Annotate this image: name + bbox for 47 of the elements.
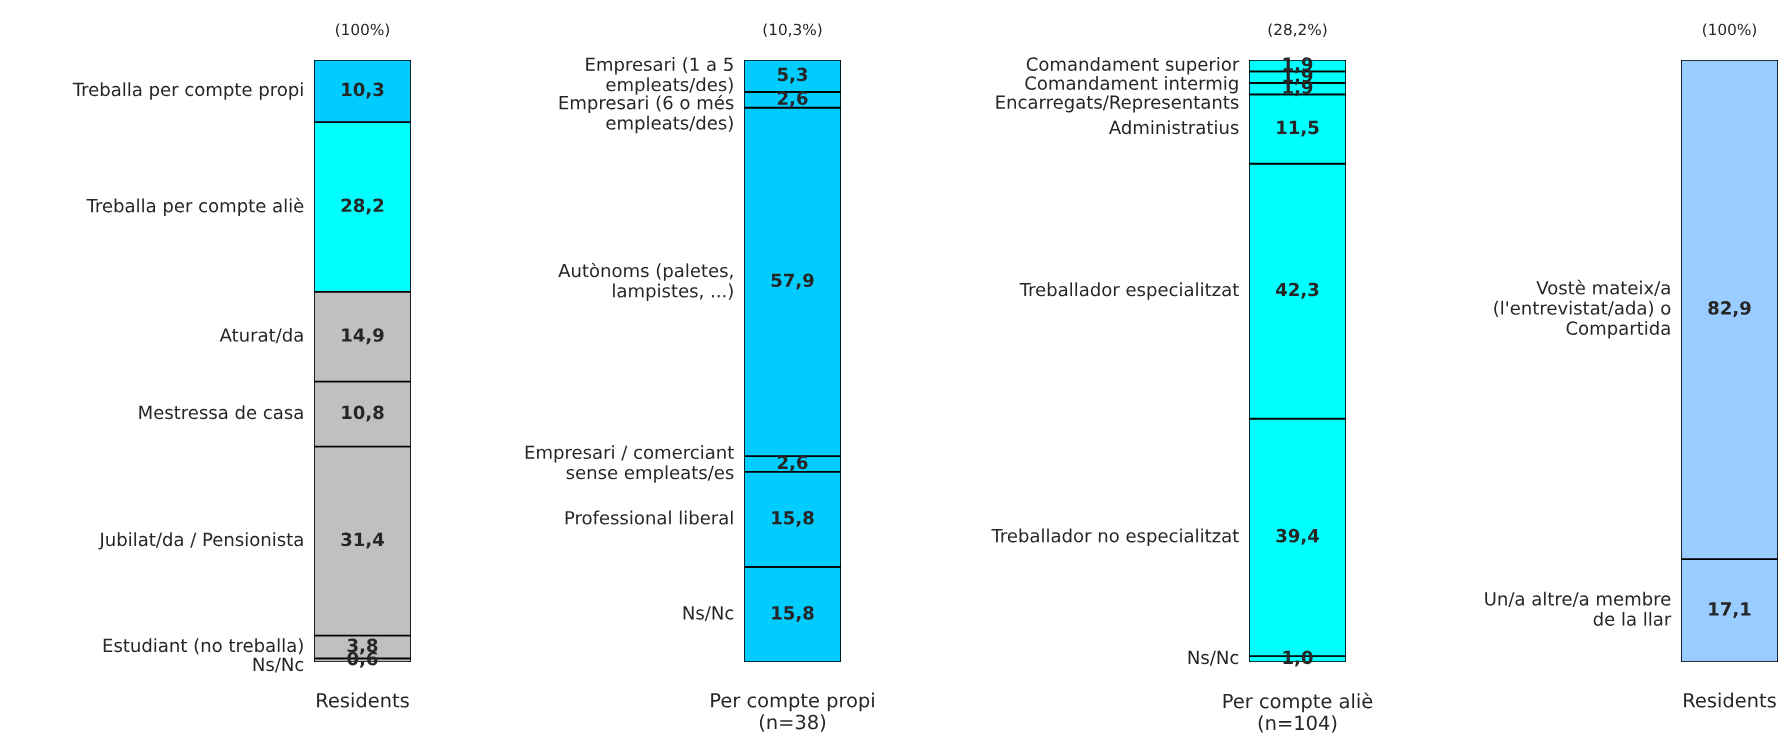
data-label: 15,8	[772, 606, 814, 622]
series-label: Treballa per compte aliè	[86, 197, 304, 216]
data-label: 10,3	[342, 82, 384, 99]
series-label: Administratius	[1108, 120, 1239, 135]
series-label: Empresari / comerciant sense empleats/es	[525, 445, 734, 483]
series-label: Comandament superior	[1026, 56, 1240, 75]
series-label: Ns/Nc	[1188, 650, 1239, 666]
data-label: 17,1	[1709, 602, 1751, 619]
series-label: Ns/Nc	[683, 606, 734, 622]
series-label: Professional liberal	[565, 510, 733, 525]
chart-title: (100%)	[336, 23, 389, 38]
data-label: 15,8	[772, 510, 814, 527]
series-label: Comandament intermig	[1025, 75, 1238, 94]
series-label: Empresari (1 a 5 empleats/des)	[586, 57, 733, 95]
data-label: 39,4	[1276, 528, 1319, 545]
series-label: Aturat/da	[219, 327, 303, 344]
data-label: 82,9	[1708, 301, 1751, 318]
series-label: Treballador no especialitzat	[991, 528, 1239, 546]
x-tick-label: Per compte propi (n=38)	[711, 692, 874, 732]
data-label: 1,0	[1283, 650, 1313, 667]
series-label: Vostè mateix/a (l'entrevistat/ada) o Compartida	[1494, 279, 1671, 339]
data-label: 28,2	[341, 198, 384, 215]
chart-title: (100%)	[1703, 23, 1756, 38]
x-tick-label: Residents	[317, 692, 409, 708]
data-label: 2,6	[777, 91, 808, 108]
series-label: Jubilat/da / Pensionista	[98, 532, 303, 550]
data-label: 2,6	[777, 455, 808, 472]
series-label: Autònoms (paletes, lampistes, ...)	[558, 262, 733, 302]
series-label: Un/a altre/a membre de la llar	[1485, 591, 1672, 626]
series-label: Empresari (6 o més empleats/des)	[559, 94, 734, 134]
x-tick-label: Per compte aliè (n=104)	[1223, 692, 1373, 733]
series-label: Encarregats/Representants	[996, 95, 1239, 113]
data-label: 42,3	[1276, 282, 1319, 299]
series-label: Ns/Nc	[253, 657, 304, 673]
data-label: 10,8	[342, 405, 384, 422]
data-label: 57,9	[771, 273, 814, 290]
series-label: Treballador especialitzat	[1019, 282, 1239, 300]
data-label: 31,4	[341, 532, 384, 549]
series-label: Treballa per compte propi	[72, 82, 303, 100]
x-tick-label: Residents	[1684, 692, 1776, 708]
data-label: 5,3	[777, 67, 808, 84]
chart-title: (10,3%)	[763, 23, 822, 38]
chart-title: (28,2%)	[1268, 23, 1327, 38]
series-label: Estudiant (no treballa)	[103, 638, 303, 655]
data-label: 11,5	[1277, 120, 1319, 137]
series-label: Mestressa de casa	[139, 405, 303, 420]
data-label: 14,9	[342, 328, 384, 345]
